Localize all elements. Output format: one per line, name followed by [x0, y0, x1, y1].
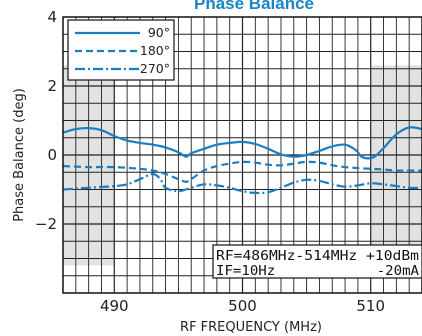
x-axis-label: RF FREQUENCY (MHz) [180, 320, 322, 335]
x-tick-label-0: 490 [100, 297, 129, 315]
legend-label-90: 90° [148, 25, 170, 40]
series-line-1 [63, 160, 422, 184]
plot-frame [62, 16, 422, 294]
y-tick-label-0: 4 [47, 8, 57, 26]
conditions-line-1: RF=486MHz-514MHz +10dBm [216, 249, 419, 264]
y-axis-label: Phase Balance (deg) [12, 88, 27, 222]
y-tick-label-1: 2 [47, 77, 57, 95]
series-group [63, 126, 422, 195]
legend-label-270: 270° [140, 61, 170, 76]
x-tick-label-1: 500 [228, 297, 257, 315]
y-tick-label-2: 0 [47, 146, 57, 164]
x-tick-labels: 490 500 510 [100, 297, 385, 315]
series-line-0 [63, 126, 422, 160]
legend-label-180: 180° [140, 43, 170, 58]
conditions-line-2: IF=10Hz -20mA [216, 264, 419, 279]
x-tick-label-2: 510 [356, 297, 385, 315]
chart-title: Phase Balance [194, 0, 314, 13]
y-tick-label-3: −2 [35, 215, 57, 233]
conditions-note: RF=486MHz-514MHz +10dBm IF=10Hz -20mA [212, 244, 422, 279]
series-line-2 [63, 172, 422, 195]
conditions-box [212, 244, 422, 279]
legend: 90° 180° 270° [67, 19, 175, 81]
y-tick-labels: 4 2 0 −2 [35, 8, 57, 233]
